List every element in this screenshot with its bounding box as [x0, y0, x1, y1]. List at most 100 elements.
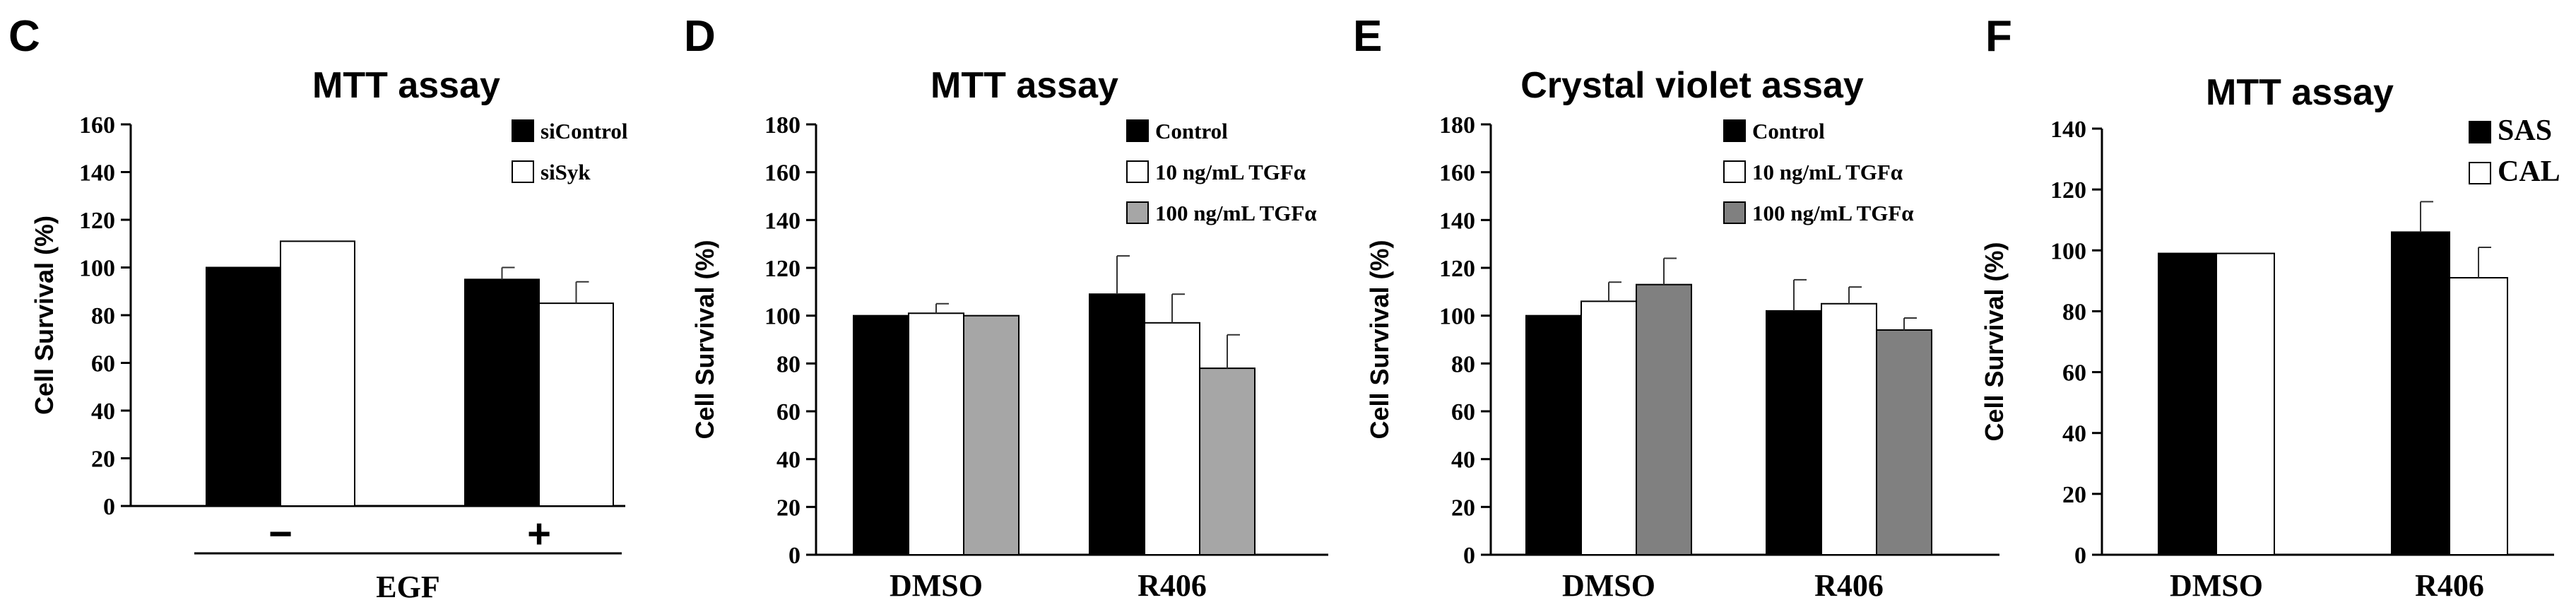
legend-swatch — [1126, 201, 1149, 224]
legend-swatch — [2469, 121, 2491, 143]
bar — [1636, 283, 1692, 555]
legend-label: 10 ng/mL TGFα — [1752, 160, 1903, 184]
y-tick-label: 120 — [79, 208, 115, 234]
bar — [1876, 329, 1932, 555]
y-tick-label: 180 — [1439, 112, 1475, 139]
x-category-label: R406 — [1814, 568, 1884, 603]
bar — [1144, 322, 1200, 555]
bar — [1821, 302, 1877, 555]
bar — [1199, 367, 1255, 555]
chart-title: MTT assay — [312, 65, 500, 106]
bar — [1581, 300, 1637, 555]
y-tick-label: 20 — [2062, 482, 2086, 508]
y-tick-label: 60 — [776, 399, 800, 425]
y-tick-label: 0 — [2074, 543, 2086, 569]
y-tick-label: 0 — [103, 494, 115, 520]
x-category-label: DMSO — [890, 568, 983, 603]
legend-swatch — [1126, 119, 1149, 142]
legend-label: Control — [1752, 119, 1825, 143]
y-tick-label: 120 — [2050, 177, 2086, 204]
bar — [464, 278, 540, 507]
panel-letter: C — [8, 12, 40, 61]
bar — [963, 314, 1020, 555]
y-tick-label: 40 — [2062, 421, 2086, 447]
y-tick-label: 60 — [2062, 360, 2086, 387]
bar — [280, 240, 355, 507]
bar — [538, 302, 614, 507]
bar — [2391, 231, 2450, 555]
y-tick-label: 100 — [764, 304, 800, 330]
legend-label: CAL — [2498, 155, 2560, 188]
bar — [2449, 277, 2508, 555]
x-category-label: DMSO — [1562, 568, 1655, 603]
legend-label: Control — [1155, 119, 1228, 143]
y-tick-label: 60 — [1451, 399, 1475, 425]
legend-swatch — [1723, 119, 1746, 142]
y-tick-label: 140 — [2050, 117, 2086, 143]
bar — [1766, 310, 1822, 555]
legend-swatch — [1723, 160, 1746, 183]
y-tick-label: 80 — [776, 351, 800, 377]
legend-swatch — [512, 119, 534, 142]
y-tick-label: 120 — [764, 256, 800, 282]
legend-label: SAS — [2498, 114, 2552, 147]
legend-swatch — [1126, 160, 1149, 183]
legend-swatch — [2469, 162, 2491, 184]
bar — [1525, 314, 1582, 555]
y-tick-label: 80 — [2062, 299, 2086, 325]
bar — [853, 314, 909, 555]
y-tick-label: 80 — [1451, 351, 1475, 377]
y-tick-label: 140 — [79, 160, 115, 187]
chart-title: MTT assay — [2206, 72, 2394, 113]
panel-e: E Crystal violet assay 0 20 40 60 80 100 120 140 1… — [1353, 12, 1999, 603]
y-tick-label: 140 — [764, 208, 800, 234]
y-tick-label: 160 — [1439, 160, 1475, 187]
y-axis-label: Cell Survival (%) — [1365, 240, 1394, 439]
legend-label: 100 ng/mL TGFα — [1155, 201, 1317, 225]
y-axis-label: Cell Survival (%) — [30, 216, 59, 415]
y-tick-label: 20 — [91, 447, 115, 473]
y-axis-label: Cell Survival (%) — [690, 240, 719, 439]
bar — [206, 266, 281, 507]
x-category-label: R406 — [1138, 568, 1207, 603]
bar — [1089, 293, 1145, 555]
y-tick-label: 40 — [91, 399, 115, 425]
legend-label: 100 ng/mL TGFα — [1752, 201, 1914, 225]
y-tick-label: 140 — [1439, 208, 1475, 234]
y-tick-label: 100 — [2050, 238, 2086, 264]
x-category-label: R406 — [2415, 568, 2484, 603]
chart-title: Crystal violet assay — [1520, 65, 1864, 106]
y-tick-label: 0 — [1463, 543, 1475, 569]
y-tick-label: 160 — [79, 112, 115, 139]
y-tick-label: 20 — [1451, 495, 1475, 521]
y-tick-label: 180 — [764, 112, 800, 139]
y-tick-label: 40 — [1451, 447, 1475, 473]
y-tick-label: 80 — [91, 303, 115, 329]
panel-f: F MTT assay 0 20 40 60 80 100 120 140 Cell Surviva… — [1980, 12, 2560, 603]
panel-letter: D — [684, 12, 716, 61]
panel-letter: F — [1985, 12, 2012, 61]
panel-d: D MTT assay 0 20 40 60 80 100 120 140 160 180 Cell S… — [684, 12, 1328, 603]
y-tick-label: 160 — [764, 160, 800, 187]
x-category-label: DMSO — [2170, 568, 2263, 603]
panel-c: C MTT assay 0 20 40 60 80 100 120 140 160 Cell Surv… — [8, 12, 628, 604]
x-category-label: + — [527, 511, 551, 557]
bar — [2158, 252, 2217, 555]
y-tick-label: 100 — [79, 256, 115, 282]
x-axis-label: EGF — [376, 570, 439, 604]
legend-label: siControl — [540, 119, 628, 143]
bar — [2216, 252, 2275, 555]
legend-label: 10 ng/mL TGFα — [1155, 160, 1306, 184]
bar — [908, 312, 964, 555]
y-tick-label: 0 — [788, 543, 800, 569]
legend-label: siSyk — [540, 160, 591, 184]
y-tick-label: 20 — [776, 495, 800, 521]
y-tick-label: 60 — [91, 351, 115, 377]
legend-swatch — [512, 160, 534, 183]
legend-swatch — [1723, 201, 1746, 224]
panel-letter: E — [1353, 12, 1382, 61]
y-axis-label: Cell Survival (%) — [1980, 242, 2009, 441]
y-tick-label: 40 — [776, 447, 800, 473]
y-tick-label: 120 — [1439, 256, 1475, 282]
